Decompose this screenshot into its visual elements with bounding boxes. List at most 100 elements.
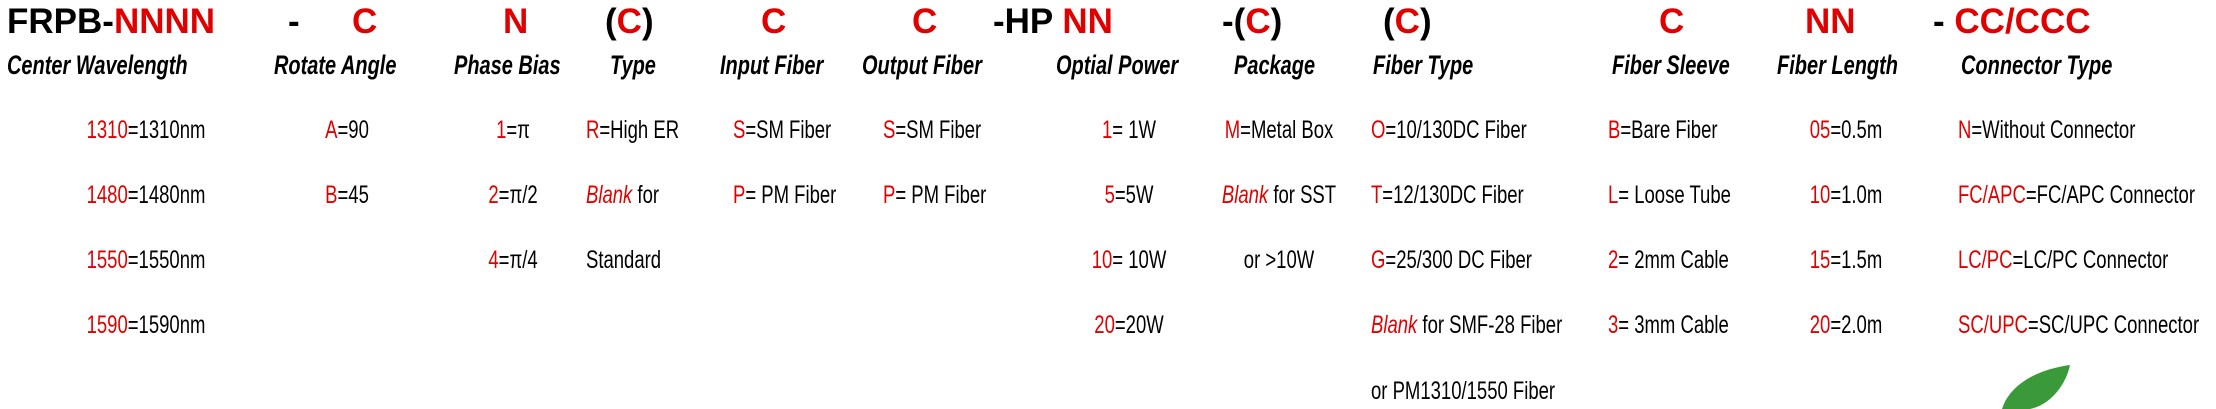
text-part: ) xyxy=(1419,2,1432,41)
option-entry: 1550=1550nm xyxy=(87,248,206,273)
text-part: =1550nm xyxy=(127,246,206,274)
text-part: for xyxy=(632,181,660,209)
text-part: - xyxy=(1933,2,1955,41)
option-entry: 10= 10W xyxy=(1092,248,1167,273)
text-part: Standard xyxy=(586,246,662,274)
code-segment: N xyxy=(503,4,528,39)
text-part: =1.0m xyxy=(1830,181,1883,209)
option-entry: M=Metal Box xyxy=(1225,118,1333,143)
column-title: Fiber Length xyxy=(1777,50,1898,80)
code-segment: FRPB-NNNN xyxy=(7,4,215,39)
text-part: C xyxy=(352,2,378,41)
text-part: FC/APC xyxy=(1958,181,2026,209)
text-part: N xyxy=(1958,116,1972,144)
text-part: 2 xyxy=(488,181,499,209)
code-segment: NN xyxy=(1805,4,1856,39)
option-entry: O=10/130DC Fiber xyxy=(1371,118,1527,143)
text-part: NNNN xyxy=(113,2,216,41)
column-title: Phase Bias xyxy=(454,50,561,80)
option-entry: P= PM Fiber xyxy=(883,183,986,208)
text-part: =Bare Fiber xyxy=(1620,116,1718,144)
text-part: -( xyxy=(1222,2,1246,41)
text-part: =LC/PC Connector xyxy=(2012,246,2169,274)
text-part: O xyxy=(1371,116,1386,144)
column-title: Package xyxy=(1234,50,1316,80)
option-entry: 20=2.0m xyxy=(1810,313,1883,338)
text-part: =SC/UPC Connector xyxy=(2027,311,2200,339)
text-part: C xyxy=(761,2,787,41)
column-title: Fiber Type xyxy=(1373,50,1474,80)
option-entry: B=Bare Fiber xyxy=(1608,118,1718,143)
option-entry: S=SM Fiber xyxy=(883,118,981,143)
option-entry: 15=1.5m xyxy=(1810,248,1883,273)
option-entry: 1= 1W xyxy=(1102,118,1156,143)
text-part: =SM Fiber xyxy=(745,116,832,144)
text-part: CC/CCC xyxy=(1954,2,2091,41)
code-segment: - xyxy=(288,4,300,39)
text-part: NN xyxy=(1805,2,1856,41)
text-part: 2 xyxy=(1608,246,1619,274)
text-part: = 10W xyxy=(1112,246,1167,274)
option-entry: L= Loose Tube xyxy=(1608,183,1731,208)
option-entry: G=25/300 DC Fiber xyxy=(1371,248,1532,273)
option-entry: R=High ER xyxy=(586,118,679,143)
text-part: = PM Fiber xyxy=(895,181,987,209)
code-segment: (C) xyxy=(1383,4,1432,39)
text-part: S xyxy=(883,116,896,144)
text-part: 1 xyxy=(496,116,507,144)
column-title: Connector Type xyxy=(1961,50,2113,80)
option-entry: Standard xyxy=(586,248,661,273)
option-entry: 1480=1480nm xyxy=(87,183,206,208)
option-entry: SC/UPC=SC/UPC Connector xyxy=(1958,313,2199,338)
text-part: 5 xyxy=(1104,181,1115,209)
text-part: A xyxy=(325,116,338,144)
text-part: =π xyxy=(506,116,530,144)
option-entry: 5=5W xyxy=(1105,183,1154,208)
option-entry: Blank for xyxy=(586,183,659,208)
text-part: =SM Fiber xyxy=(895,116,982,144)
code-segment: C xyxy=(912,4,937,39)
option-entry: 2= 2mm Cable xyxy=(1608,248,1729,273)
option-entry: 4=π/4 xyxy=(488,248,537,273)
column-title: Output Fiber xyxy=(862,50,982,80)
text-part: = Loose Tube xyxy=(1618,181,1731,209)
text-part: N xyxy=(503,2,529,41)
text-part: C xyxy=(912,2,938,41)
column-title: Input Fiber xyxy=(720,50,824,80)
text-part: Blank xyxy=(1371,311,1418,339)
option-entry: B=45 xyxy=(325,183,369,208)
option-entry: FC/APC=FC/APC Connector xyxy=(1958,183,2195,208)
text-part: ) xyxy=(641,2,654,41)
text-part: 3 xyxy=(1608,311,1619,339)
text-part: Blank xyxy=(1221,181,1269,209)
column-title: Type xyxy=(610,50,656,80)
option-entry: A=90 xyxy=(325,118,369,143)
text-part: 1480 xyxy=(86,181,128,209)
column-title: Rotate Angle xyxy=(274,50,397,80)
text-part: for SMF-28 Fiber xyxy=(1417,311,1563,339)
text-part: P xyxy=(883,181,896,209)
text-part: ( xyxy=(1383,2,1395,41)
code-segment: (C) xyxy=(605,4,654,39)
text-part: =10/130DC Fiber xyxy=(1385,116,1527,144)
text-part: =1480nm xyxy=(127,181,206,209)
text-part: =Without Connector xyxy=(1971,116,2136,144)
option-entry: 2=π/2 xyxy=(488,183,537,208)
column-title: Center Wavelength xyxy=(7,50,188,80)
text-part: -HP xyxy=(993,2,1063,41)
text-part: P xyxy=(733,181,746,209)
option-entry: 3= 3mm Cable xyxy=(1608,313,1729,338)
code-segment: C xyxy=(761,4,786,39)
text-part: =1590nm xyxy=(127,311,206,339)
text-part: =5W xyxy=(1114,181,1154,209)
text-part: or >10W xyxy=(1243,246,1315,274)
text-part: ) xyxy=(1270,2,1283,41)
text-part: ( xyxy=(605,2,617,41)
text-part: for SST xyxy=(1268,181,1337,209)
text-part: 10 xyxy=(1091,246,1113,274)
option-entry: Blank for SST xyxy=(1222,183,1336,208)
text-part: M xyxy=(1224,116,1241,144)
option-entry: 1590=1590nm xyxy=(87,313,206,338)
text-part: FRPB- xyxy=(7,2,114,41)
text-part: T xyxy=(1371,181,1383,209)
